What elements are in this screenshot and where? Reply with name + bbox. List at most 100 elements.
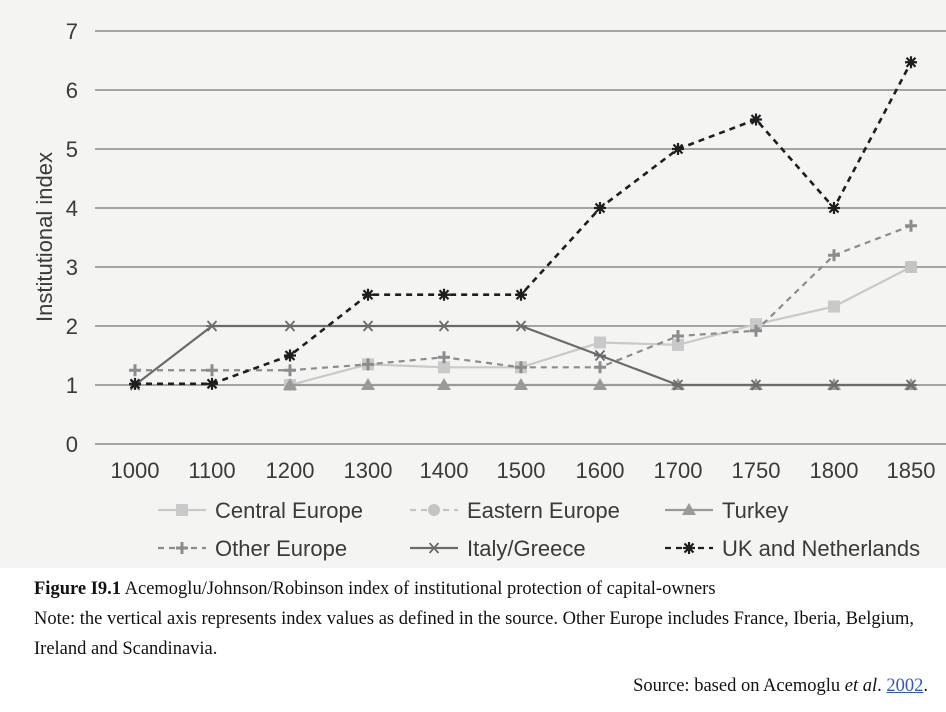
point-turkey-1200 bbox=[283, 378, 297, 390]
y-tick-5: 5 bbox=[66, 137, 78, 162]
point-other-europe-1200 bbox=[284, 364, 296, 377]
legend-label-uk-and-netherlands: UK and Netherlands bbox=[722, 536, 920, 561]
source-year-link[interactable]: 2002 bbox=[886, 676, 924, 696]
legend-item-uk-and-netherlands: UK and Netherlands bbox=[665, 536, 920, 561]
y-axis-title: Institutional index bbox=[32, 152, 57, 322]
x-tick-1750: 1750 bbox=[732, 458, 781, 483]
point-turkey-1400 bbox=[437, 378, 451, 390]
legend-item-other-europe: Other Europe bbox=[158, 536, 347, 561]
point-central-europe-1400 bbox=[438, 361, 450, 374]
series-other-europe bbox=[129, 219, 917, 377]
point-uk-and-netherlands-1400 bbox=[438, 288, 450, 301]
chart-area: 0 1 2 3 4 5 6 7 1000 1100 1200 1300 1400 1500 1600 170… bbox=[0, 0, 946, 568]
legend-marker-italy-greece bbox=[428, 542, 440, 554]
y-tick-0: 0 bbox=[66, 432, 78, 457]
legend-item-eastern-europe: Eastern Europe bbox=[410, 498, 620, 523]
point-uk-and-netherlands-1300 bbox=[362, 288, 374, 301]
point-other-europe-1500 bbox=[515, 361, 527, 374]
point-other-europe-1700 bbox=[672, 330, 684, 343]
point-other-europe-1100 bbox=[206, 364, 218, 377]
legend-label-turkey: Turkey bbox=[722, 498, 788, 523]
point-italy-greece-1800 bbox=[828, 379, 840, 391]
series-italy-greece bbox=[129, 320, 917, 391]
y-tick-2: 2 bbox=[66, 314, 78, 339]
point-uk-and-netherlands-1800 bbox=[828, 202, 840, 214]
point-uk-and-netherlands-1100 bbox=[206, 377, 218, 390]
figure-title: Acemoglu/Johnson/Robinson index of insti… bbox=[121, 579, 716, 599]
y-tick-1: 1 bbox=[66, 373, 78, 398]
legend-label-italy-greece: Italy/Greece bbox=[467, 536, 586, 561]
point-central-europe-1700 bbox=[672, 338, 684, 351]
point-uk-and-netherlands-1750 bbox=[750, 113, 762, 126]
point-eastern-europe-1850 bbox=[905, 261, 917, 273]
point-other-europe-1600 bbox=[594, 361, 606, 374]
legend-item-turkey: Turkey bbox=[665, 498, 788, 523]
y-tick-labels: 0 1 2 3 4 5 6 7 bbox=[66, 19, 78, 457]
caption-title-line: Figure I9.1 Acemoglu/Johnson/Robinson in… bbox=[34, 574, 934, 604]
point-uk-and-netherlands-1850 bbox=[905, 56, 917, 69]
x-tick-1100: 1100 bbox=[188, 458, 235, 483]
point-central-europe-1750 bbox=[750, 318, 762, 331]
point-other-europe-1300 bbox=[362, 358, 374, 371]
y-tick-6: 6 bbox=[66, 78, 78, 103]
source-end: . bbox=[923, 676, 928, 696]
source-dot: . bbox=[877, 676, 887, 696]
legend-item-italy-greece: Italy/Greece bbox=[410, 536, 586, 561]
figure-label: Figure I9.1 bbox=[34, 579, 122, 599]
series-uk-and-netherlands bbox=[129, 56, 917, 390]
figure-caption: Figure I9.1 Acemoglu/Johnson/Robinson in… bbox=[34, 574, 934, 664]
y-tick-4: 4 bbox=[66, 196, 78, 221]
point-central-europe-1800 bbox=[828, 300, 840, 313]
line-uk-and-netherlands bbox=[135, 61, 913, 386]
x-tick-1000: 1000 bbox=[111, 458, 160, 483]
x-tick-1400: 1400 bbox=[420, 458, 469, 483]
point-italy-greece-1600 bbox=[594, 349, 606, 362]
source-etal: et al bbox=[844, 676, 878, 696]
point-turkey-1300 bbox=[361, 378, 375, 390]
point-other-europe-1800 bbox=[828, 249, 840, 262]
x-tick-1200: 1200 bbox=[266, 458, 315, 483]
legend-label-central-europe: Central Europe bbox=[215, 498, 363, 523]
y-tick-3: 3 bbox=[66, 255, 78, 280]
legend-marker-other-europe bbox=[176, 542, 188, 554]
legend-marker-uk-and-netherlands bbox=[683, 542, 695, 554]
point-other-europe-1000 bbox=[129, 364, 141, 377]
point-italy-greece-1500 bbox=[515, 320, 527, 332]
point-italy-greece-1400 bbox=[438, 320, 450, 332]
point-italy-greece-1300 bbox=[362, 320, 374, 332]
x-tick-1300: 1300 bbox=[344, 458, 393, 483]
x-tick-1600: 1600 bbox=[576, 458, 625, 483]
source-line: Source: based on Acemoglu et al. 2002. bbox=[633, 676, 928, 697]
legend-marker-eastern-europe bbox=[428, 504, 440, 516]
point-italy-greece-1700 bbox=[672, 379, 684, 391]
point-other-europe-1750 bbox=[750, 324, 762, 337]
point-turkey-1500 bbox=[514, 378, 528, 390]
legend-label-eastern-europe: Eastern Europe bbox=[467, 498, 620, 523]
x-tick-1700: 1700 bbox=[654, 458, 703, 483]
x-tick-1850: 1850 bbox=[887, 458, 936, 483]
y-tick-7: 7 bbox=[66, 19, 78, 44]
series-lines bbox=[129, 56, 918, 391]
point-turkey-1600 bbox=[593, 378, 607, 390]
point-uk-and-netherlands-1500 bbox=[515, 288, 527, 301]
point-italy-greece-1850 bbox=[905, 379, 917, 391]
figure-note: Note: the vertical axis represents index… bbox=[34, 609, 914, 659]
point-other-europe-1850 bbox=[905, 219, 917, 232]
series-eastern-europe bbox=[905, 261, 917, 273]
point-uk-and-netherlands-1600 bbox=[594, 202, 606, 214]
source-prefix: Source: based on Acemoglu bbox=[633, 676, 845, 696]
legend-item-central-europe: Central Europe bbox=[158, 498, 363, 523]
line-chart: 0 1 2 3 4 5 6 7 1000 1100 1200 1300 1400 1500 1600 170… bbox=[32, 19, 946, 561]
point-uk-and-netherlands-1000 bbox=[129, 377, 141, 390]
legend-label-other-europe: Other Europe bbox=[215, 536, 347, 561]
line-italy-greece bbox=[134, 324, 911, 387]
point-central-europe-1600 bbox=[594, 336, 606, 349]
point-uk-and-netherlands-1700 bbox=[672, 143, 684, 155]
legend-marker-central-europe bbox=[176, 504, 188, 516]
point-uk-and-netherlands-1200 bbox=[284, 349, 296, 362]
x-tick-1800: 1800 bbox=[810, 458, 859, 483]
x-tick-labels: 1000 1100 1200 1300 1400 1500 1600 1700 1750 1800… bbox=[111, 458, 936, 483]
point-italy-greece-1750 bbox=[750, 379, 762, 391]
point-other-europe-1400 bbox=[438, 351, 450, 364]
legend-marker-turkey bbox=[682, 503, 696, 515]
